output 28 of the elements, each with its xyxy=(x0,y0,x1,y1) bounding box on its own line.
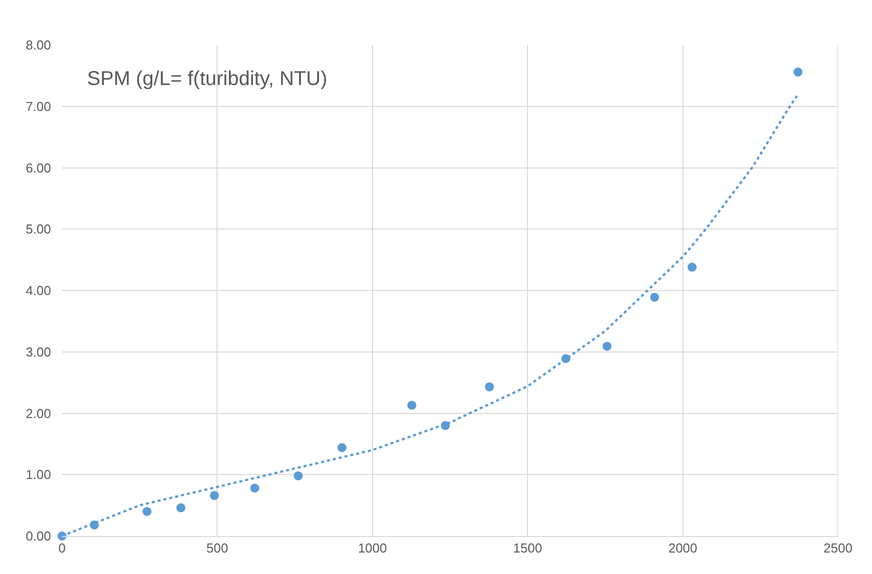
point xyxy=(688,262,697,272)
y-tick-label: 8.00 xyxy=(26,38,51,53)
point xyxy=(142,506,152,516)
point xyxy=(337,443,346,452)
y-tick-label: 2.00 xyxy=(26,406,51,421)
y-tick-label: 1.00 xyxy=(26,467,51,482)
point xyxy=(210,490,219,500)
point xyxy=(650,292,660,302)
x-tick-label: 1000 xyxy=(358,540,387,556)
point xyxy=(250,484,260,493)
y-tick-label: 4.00 xyxy=(26,283,51,298)
point xyxy=(407,400,416,410)
x-tick-label: 0 xyxy=(58,540,66,556)
point xyxy=(484,382,494,392)
x-tick-label: 500 xyxy=(206,540,228,556)
x-tick-label: 1500 xyxy=(513,540,542,556)
point xyxy=(294,471,303,480)
point xyxy=(793,68,802,77)
y-tick-label: 6.00 xyxy=(26,160,51,176)
point xyxy=(602,342,612,351)
x-tick-label: 2500 xyxy=(824,540,852,556)
text: SPM (g/L= f(turibdity, NTU) xyxy=(87,68,328,90)
x-tick-label: 2000 xyxy=(668,540,698,556)
y-tick-label: 7.00 xyxy=(26,98,51,114)
y-tick-label: 3.00 xyxy=(26,344,51,360)
y-tick-label: 5.00 xyxy=(26,222,51,237)
point xyxy=(176,503,186,512)
y-tick-label: 0.00 xyxy=(26,528,51,544)
